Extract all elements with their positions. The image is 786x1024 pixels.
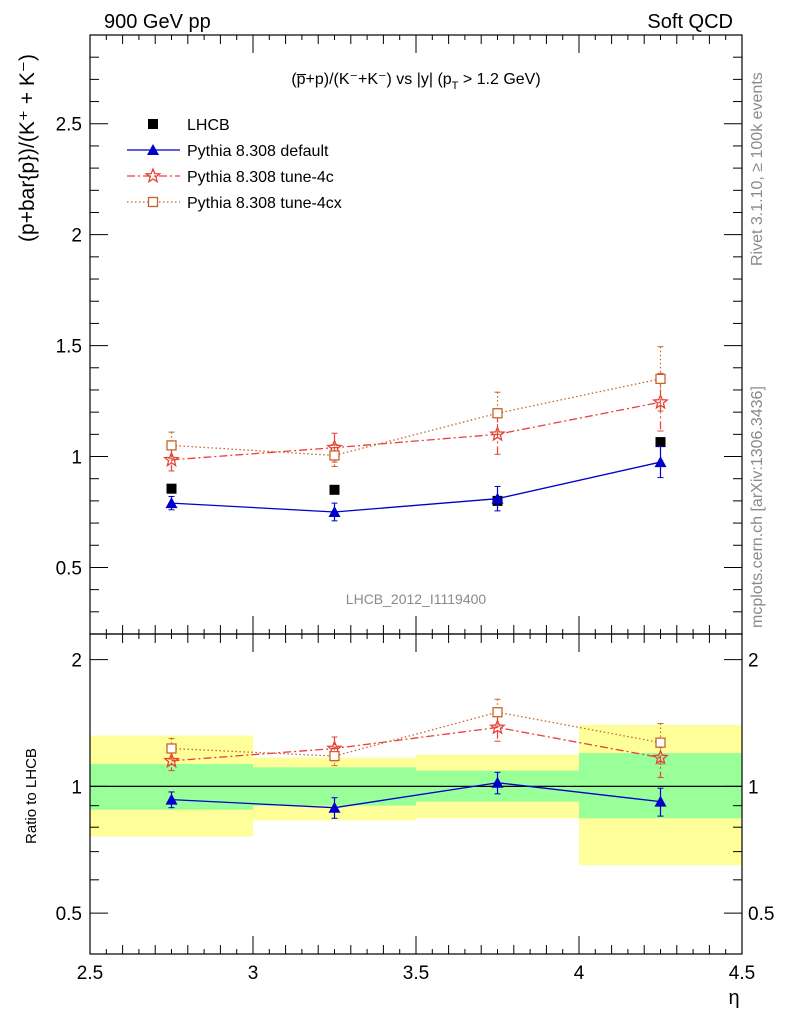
title-ratio: (p̅+p)/(K⁻+K⁻) — [291, 71, 391, 88]
ratio-ylabel: Ratio to LHCB — [23, 748, 40, 844]
ratio-y-tick-label-right: 0.5 — [748, 904, 774, 925]
ratio-line-1 — [171, 726, 661, 762]
main-title: (p̅+p)/(K⁻+K⁻) vs |y| (pT > 1.2 GeV) — [291, 71, 540, 92]
ratio-y-tick-label: 2 — [71, 651, 82, 672]
process-label: 900 GeV pp — [104, 11, 211, 33]
title-subscript: T — [452, 80, 459, 92]
analysis-watermark: LHCB_2012_I1119400 — [346, 591, 487, 607]
main-line-1 — [171, 461, 661, 513]
main-point — [652, 393, 669, 410]
ratio-series-0 — [165, 771, 667, 819]
ratio-y-tick-label: 1 — [71, 777, 82, 798]
ratio-point — [329, 750, 340, 762]
y-tick-label: 0.5 — [56, 558, 82, 579]
ratio-point — [655, 737, 666, 748]
ratio-line-0 — [171, 782, 661, 809]
ratio-point — [328, 801, 341, 813]
ratio-y-tick-label-right: 1 — [748, 777, 759, 798]
legend-marker — [144, 167, 162, 184]
y-tick-label: 2.5 — [56, 115, 82, 136]
ratio-point — [166, 743, 177, 754]
ratio-y-tick-label: 0.5 — [56, 904, 82, 925]
ratio-series-2 — [166, 698, 666, 767]
legend-label: LHCB — [187, 117, 230, 134]
legend-label: Pythia 8.308 tune-4cx — [187, 195, 342, 212]
y-tick-label: 1 — [71, 448, 82, 469]
ratio-point — [654, 795, 667, 807]
category-label: Soft QCD — [647, 11, 733, 33]
ratio-frame: 2.5 3 3.5 4 4.5 0.5 0.5 1 1 2 2 — [56, 633, 774, 984]
ratio-point — [491, 776, 504, 788]
ratio-point — [165, 793, 178, 805]
main-point — [163, 451, 180, 467]
main-point — [489, 425, 506, 442]
ratio-point — [163, 752, 180, 768]
main-series-2 — [163, 372, 669, 472]
x-tick-label: 3 — [248, 963, 259, 984]
ratio-series — [163, 698, 669, 819]
main-point — [166, 440, 177, 451]
main-point — [492, 408, 503, 419]
xlabel: η — [728, 987, 739, 1009]
main-point — [328, 505, 341, 517]
main-point — [329, 450, 340, 461]
main-point — [655, 373, 666, 385]
main-frame: 0.5 1 1.5 2 2.5 — [56, 34, 743, 635]
x-tick-label: 3.5 — [403, 963, 429, 984]
ratio-point — [489, 718, 506, 735]
main-ylabel: (p+bar{p})/(K⁺ + K⁻) — [16, 54, 39, 242]
title-cut: > 1.2 GeV) — [458, 71, 540, 88]
y-tick-label: 2 — [71, 226, 82, 247]
legend-entry-3: Pythia 8.308 tune-4cx — [127, 195, 342, 212]
legend-marker — [147, 144, 159, 155]
x-tick-label: 4 — [574, 963, 585, 984]
x-tick-label: 4.5 — [729, 963, 755, 984]
legend-label: Pythia 8.308 tune-4c — [187, 169, 334, 186]
legend-entry-2: Pythia 8.308 tune-4c — [127, 167, 334, 186]
legend-label: Pythia 8.308 default — [187, 143, 329, 160]
legend-marker — [147, 196, 159, 208]
main-series-3 — [166, 346, 666, 468]
main-point — [655, 437, 666, 448]
main-point — [166, 483, 177, 494]
ratio-point — [492, 707, 503, 718]
legend-marker — [148, 119, 158, 129]
legend-entry-0: LHCB — [148, 117, 230, 134]
mcplots-label: mcplots.cern.ch [arXiv:1306.3436] — [749, 386, 766, 628]
main-point — [329, 484, 340, 495]
main-line-2 — [171, 401, 661, 461]
ratio-y-tick-label-right: 2 — [748, 651, 759, 672]
legend: LHCB Pythia 8.308 default Pythia 8.308 tun… — [127, 117, 342, 212]
main-series-1 — [165, 446, 667, 522]
x-tick-label: 2.5 — [77, 963, 103, 984]
main-point — [165, 497, 178, 509]
y-tick-label: 1.5 — [56, 337, 82, 358]
rivet-version-label: Rivet 3.1.10, ≥ 100k events — [749, 72, 766, 266]
main-series-0 — [166, 437, 666, 506]
main-series — [163, 346, 669, 522]
main-point — [654, 456, 667, 468]
main-point — [491, 492, 504, 504]
legend-entry-1: Pythia 8.308 default — [127, 143, 329, 160]
title-vs: vs |y| (p — [392, 71, 452, 88]
